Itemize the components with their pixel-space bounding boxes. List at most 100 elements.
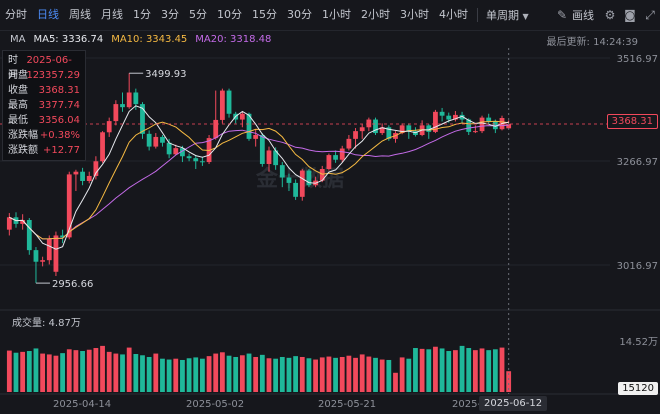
- infobox-value: 3356.04: [38, 115, 80, 126]
- infobox-value: +0.38%: [39, 130, 80, 141]
- volume-bar: [180, 359, 185, 392]
- candle-body: [346, 138, 352, 149]
- candle-body: [20, 220, 26, 224]
- ma5-value: MA5: 3336.74: [33, 33, 104, 45]
- volume-bar: [6, 350, 12, 392]
- volume-bar: [93, 348, 99, 392]
- candle-body: [140, 104, 145, 134]
- volume-bar: [226, 355, 232, 392]
- period-tab[interactable]: 30分: [287, 8, 312, 21]
- period-tab[interactable]: 2小时: [361, 8, 390, 21]
- ma-legend: MA MA5: 3336.74 MA10: 3343.45 MA20: 3318…: [10, 31, 271, 47]
- period-tab[interactable]: 月线: [101, 8, 123, 21]
- period-tab[interactable]: 4小时: [439, 8, 468, 21]
- candle-body: [253, 135, 259, 139]
- volume-bar: [193, 357, 199, 392]
- volume-bar: [233, 356, 239, 392]
- volume-bar: [246, 353, 252, 392]
- candle-body: [193, 158, 199, 162]
- volume-bar: [239, 355, 245, 392]
- volume-bar: [319, 357, 325, 392]
- volume-bar: [273, 358, 279, 392]
- draw-label[interactable]: 画线: [572, 9, 594, 22]
- candle-body: [472, 131, 478, 133]
- watermark: 金十数据: [255, 166, 344, 192]
- volume-bar: [313, 359, 318, 392]
- volume-bar: [279, 356, 285, 392]
- period-tab[interactable]: 10分: [217, 8, 242, 21]
- volume-bar: [120, 354, 125, 392]
- period-tab[interactable]: 1小时: [322, 8, 351, 21]
- gear-icon[interactable]: ⚙: [604, 8, 616, 22]
- volume-bar: [359, 354, 365, 392]
- volume-bar: [293, 356, 299, 392]
- volume-bar: [219, 352, 225, 392]
- volume-bar: [160, 358, 165, 392]
- toolbar-divider: [477, 8, 478, 22]
- candle-body: [406, 125, 412, 132]
- volume-bar: [339, 356, 345, 392]
- volume-axis-tick: 14.52万: [619, 337, 658, 348]
- volume-bar: [306, 358, 312, 392]
- candle-body: [226, 90, 232, 114]
- chart-tools: ✎ 画线 ⚙ ◙ ⤢: [552, 0, 660, 30]
- candle-body: [26, 220, 32, 251]
- period-tabs: 分时 日线 周线 月线 1分 3分 5分 10分 15分 30分 1小时 2小时 3小时 4小时: [0, 0, 473, 30]
- candle-body: [246, 113, 252, 139]
- volume-bar: [266, 358, 272, 392]
- candle-body: [426, 125, 432, 132]
- volume-bar: [346, 355, 352, 392]
- price-tick: 3266.97: [616, 157, 658, 168]
- period-tab[interactable]: 15分: [252, 8, 277, 21]
- candle-body: [106, 121, 112, 133]
- volume-bar: [499, 347, 505, 392]
- volume-bar: [466, 348, 472, 392]
- pencil-icon[interactable]: ✎: [556, 8, 568, 22]
- camera-icon[interactable]: ◙: [624, 8, 636, 22]
- candle-body: [200, 161, 205, 163]
- volume-bar: [326, 356, 332, 392]
- volume-bar: [46, 354, 52, 392]
- candle-body: [319, 169, 325, 181]
- date-tick: 2025-05-21: [318, 399, 377, 410]
- candle-body: [80, 171, 85, 181]
- volume-bar: [472, 350, 478, 392]
- infobox-row: 开盘 3357.29: [3, 68, 85, 83]
- volume-bar: [386, 359, 392, 392]
- price-tick: 3516.97: [616, 54, 658, 65]
- period-tab[interactable]: 日线: [37, 8, 59, 21]
- volume-bar: [66, 349, 72, 392]
- volume-bar: [479, 348, 485, 392]
- ma5-line: [9, 105, 509, 250]
- infobox-row: 时间 2025-06-12: [3, 53, 85, 81]
- candle-body: [219, 90, 225, 120]
- date-tick: 2025-05-02: [186, 399, 245, 410]
- volume-bar: [406, 358, 412, 392]
- period-mode-dropdown[interactable]: 单周期 ▼: [482, 7, 533, 23]
- expand-icon[interactable]: ⤢: [645, 7, 655, 22]
- infobox-value: 3377.74: [38, 100, 80, 111]
- period-tab[interactable]: 3小时: [400, 8, 429, 21]
- last-update: 最后更新: 14:24:39: [546, 37, 638, 48]
- candle-body: [160, 136, 165, 143]
- period-tab[interactable]: 5分: [189, 8, 207, 21]
- infobox-label: 涨跌幅: [8, 130, 38, 141]
- dropdown-label: 单周期: [486, 9, 519, 22]
- period-tab[interactable]: 周线: [69, 8, 91, 21]
- volume-bar: [506, 371, 512, 392]
- ma20-value: MA20: 3318.48: [195, 33, 272, 45]
- period-tab[interactable]: 1分: [133, 8, 151, 21]
- infobox-row: 最高 3377.74: [3, 98, 85, 113]
- period-tab[interactable]: 分时: [5, 8, 27, 21]
- period-tab[interactable]: 3分: [161, 8, 179, 21]
- candle-body: [153, 136, 159, 147]
- candle-body: [326, 155, 332, 169]
- candle-body: [506, 124, 512, 129]
- candle-body: [120, 104, 125, 108]
- candle-body: [379, 127, 385, 134]
- volume-bar: [286, 357, 292, 392]
- candle-body: [433, 111, 438, 132]
- candle-body: [66, 174, 72, 238]
- volume-bar: [73, 350, 79, 392]
